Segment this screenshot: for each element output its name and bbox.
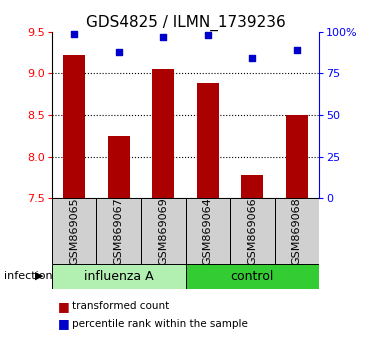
Bar (108, 136, 130, 198)
Bar (286, 115, 308, 198)
Text: ■: ■ (58, 318, 69, 330)
Bar (230, 198, 275, 264)
Point (71, 31, 77, 36)
Bar (197, 84, 219, 198)
Point (160, 34, 166, 40)
Text: percentile rank within the sample: percentile rank within the sample (72, 319, 248, 329)
Bar (152, 69, 174, 198)
Bar (52, 264, 186, 289)
Text: GSM869069: GSM869069 (158, 197, 168, 265)
Bar (141, 198, 186, 264)
Text: influenza A: influenza A (84, 270, 154, 282)
Bar (275, 198, 319, 264)
Bar (186, 198, 230, 264)
Text: GSM869065: GSM869065 (69, 197, 79, 265)
Bar (63, 55, 85, 198)
Bar (52, 198, 96, 264)
Point (116, 49, 122, 55)
Bar (186, 264, 319, 289)
Point (249, 56, 255, 61)
Text: infection: infection (4, 271, 52, 281)
Bar (96, 198, 141, 264)
Text: ■: ■ (58, 300, 69, 313)
Point (294, 47, 300, 53)
Text: transformed count: transformed count (72, 301, 170, 311)
Text: GSM869068: GSM869068 (292, 197, 302, 265)
Text: GSM869066: GSM869066 (247, 197, 257, 265)
Text: control: control (231, 270, 274, 282)
Point (205, 32, 211, 38)
Text: ▶: ▶ (35, 271, 43, 281)
Text: GSM869067: GSM869067 (114, 197, 124, 265)
Title: GDS4825 / ILMN_1739236: GDS4825 / ILMN_1739236 (86, 14, 285, 30)
Text: GSM869064: GSM869064 (203, 197, 213, 265)
Bar (241, 175, 263, 198)
